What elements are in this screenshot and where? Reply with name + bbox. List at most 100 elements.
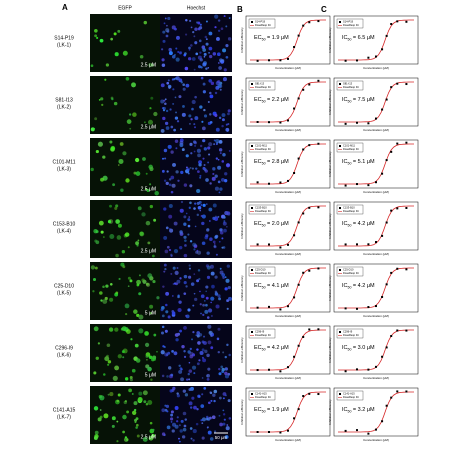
legend-entry: DoseResp Fit (343, 147, 359, 151)
nucleus (206, 353, 210, 358)
cell (139, 231, 145, 237)
nucleus (198, 26, 203, 30)
cell (99, 409, 102, 411)
cell (149, 304, 154, 309)
nucleus (224, 435, 229, 439)
nucleus (221, 113, 226, 118)
nucleus (174, 139, 179, 143)
cell (117, 354, 122, 359)
fit-value: EC50 = 4.1 μM (254, 283, 289, 289)
cell (102, 155, 106, 159)
legend-entry: DoseResp Fit (255, 85, 271, 89)
cell (98, 220, 104, 226)
nucleus (184, 314, 188, 317)
nucleus (209, 113, 212, 116)
legend-entry: C25-D10 (255, 268, 266, 272)
nucleus (226, 424, 229, 426)
nucleus (161, 314, 165, 318)
legend-point (339, 331, 341, 333)
nucleus (223, 221, 226, 224)
nucleus (209, 391, 212, 394)
data-point (287, 57, 289, 60)
y-axis-label: Inhibition efficiency (240, 89, 244, 115)
cell (120, 188, 124, 192)
subscript: 50 (262, 285, 266, 289)
cell (103, 413, 109, 419)
y-axis-label: Inhibition efficiency (328, 151, 332, 177)
nucleus (189, 19, 192, 23)
nucleus (193, 207, 196, 210)
nucleus (203, 163, 206, 166)
nucleus (207, 101, 210, 104)
nucleus (226, 299, 229, 302)
cell (109, 297, 114, 302)
legend-entry: C153-B10 (343, 206, 355, 210)
nucleus (214, 113, 218, 117)
data-point (287, 305, 289, 308)
cell (114, 327, 119, 332)
nucleus (182, 427, 187, 432)
nucleus (191, 338, 193, 341)
data-point (287, 429, 289, 432)
x-axis-label: Concentration (μM) (275, 66, 301, 70)
nucleus (208, 153, 211, 156)
nucleus (205, 38, 208, 41)
nucleus (189, 427, 193, 430)
nucleus (168, 214, 173, 219)
nucleus (198, 160, 203, 165)
nucleus (208, 51, 210, 54)
row-label: C153-B10 (53, 221, 76, 227)
cell (135, 358, 141, 363)
cell (153, 218, 157, 222)
nucleus (221, 118, 225, 122)
cell (138, 328, 144, 334)
data-point (375, 55, 377, 58)
nucleus (227, 399, 231, 403)
cell (144, 342, 150, 347)
subscript: 50 (348, 37, 352, 41)
legend-box (248, 390, 276, 401)
nucleus (209, 182, 212, 185)
cell (127, 246, 130, 249)
nucleus (195, 334, 198, 337)
nucleus (208, 207, 213, 212)
nucleus (176, 120, 180, 123)
data-point (381, 48, 384, 51)
nucleus (163, 235, 168, 240)
cell (148, 355, 153, 359)
nucleus (212, 203, 217, 208)
legend-entry: C25-D10 (343, 268, 354, 272)
nucleus (164, 102, 167, 106)
nucleus (175, 282, 178, 286)
cell (118, 158, 124, 164)
nucleus (165, 126, 170, 130)
nucleus (169, 108, 172, 111)
data-point (317, 328, 320, 331)
data-point (405, 83, 408, 86)
data-point (297, 344, 300, 347)
fit-value: EC50 = 2.0 μM (254, 221, 289, 227)
nucleus (177, 294, 180, 297)
legend-box (248, 80, 276, 91)
nucleus (201, 377, 204, 379)
x-axis-label: Concentration (μM) (363, 314, 389, 318)
row-label: (LK-4) (57, 228, 71, 234)
nucleus (162, 116, 166, 121)
nucleus (195, 250, 198, 254)
data-point (385, 34, 388, 37)
data-point (385, 221, 388, 224)
nucleus (192, 242, 197, 247)
nucleus (204, 309, 209, 314)
nucleus (181, 148, 185, 152)
nucleus (205, 20, 208, 23)
nucleus (163, 179, 167, 182)
data-point (268, 430, 270, 433)
nucleus (222, 276, 225, 279)
data-point (268, 305, 270, 308)
nucleus (208, 416, 212, 420)
data-point (396, 390, 399, 393)
nucleus (213, 245, 216, 248)
data-point (279, 308, 282, 311)
cell (121, 250, 126, 254)
data-point (293, 171, 296, 174)
